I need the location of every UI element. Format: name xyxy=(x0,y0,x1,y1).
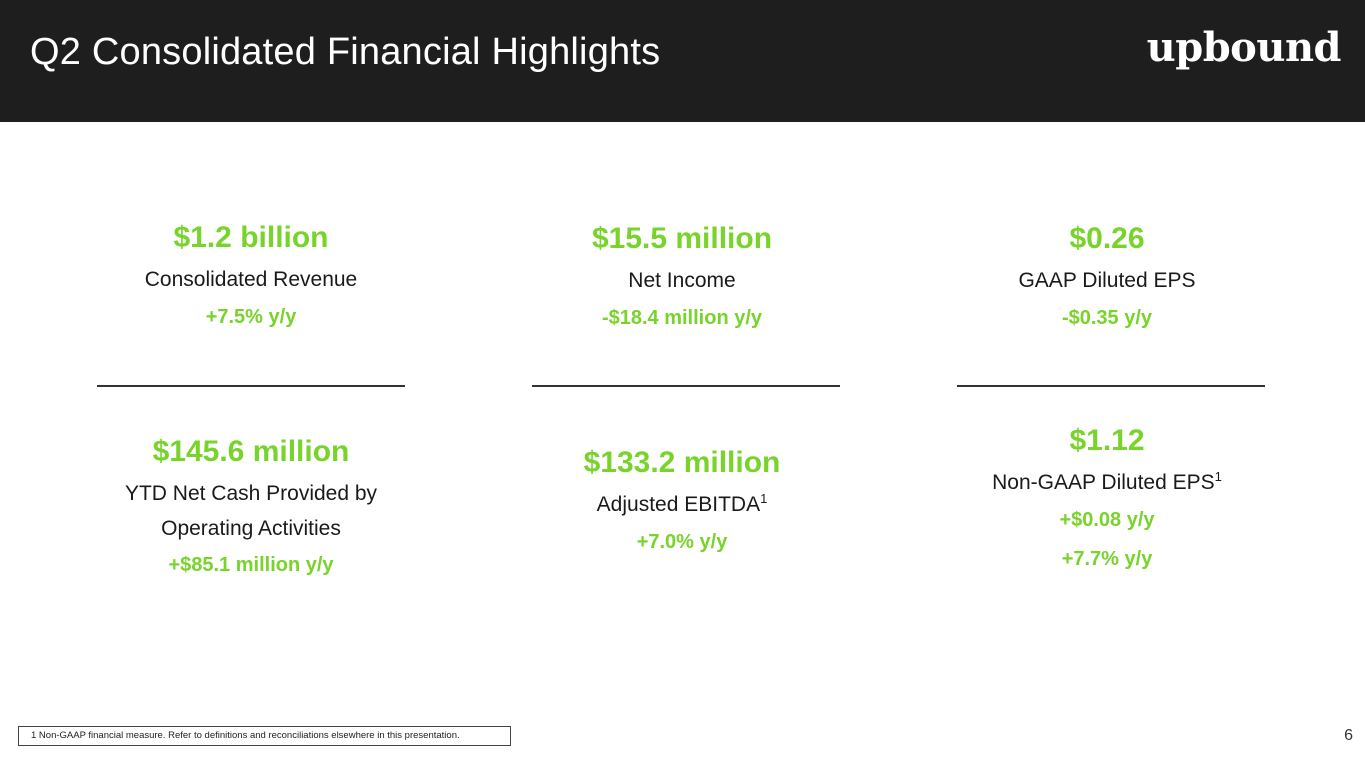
metric-value: $1.2 billion xyxy=(173,221,329,254)
footnote-mark: 1 xyxy=(1214,469,1222,484)
upbound-logo: upbound xyxy=(1146,24,1342,71)
page-title: Q2 Consolidated Financial Highlights xyxy=(30,31,661,73)
divider xyxy=(97,385,405,387)
metric-label-line: YTD Net Cash Provided by xyxy=(124,482,378,505)
footnote-mark: 1 xyxy=(760,491,768,506)
metric-value: $1.12 xyxy=(1069,424,1145,457)
metric-net-income: $15.5 million Net Income -$18.4 million … xyxy=(512,221,852,338)
metric-value: $133.2 million xyxy=(583,446,781,479)
page-number: 6 xyxy=(1344,727,1353,744)
metric-label: YTD Net Cash Provided by Operating Activ… xyxy=(81,476,421,546)
metric-value: $0.26 xyxy=(1069,222,1145,255)
metric-label: Consolidated Revenue xyxy=(144,268,358,291)
footnote: 1 Non-GAAP financial measure. Refer to d… xyxy=(18,726,511,746)
metric-change: -$18.4 million y/y xyxy=(601,307,763,329)
metric-change: +7.0% y/y xyxy=(636,531,728,553)
metric-change: +7.5% y/y xyxy=(205,306,297,328)
metric-label: Net Income xyxy=(628,269,736,292)
metric-change: +7.7% y/y xyxy=(1061,548,1153,570)
metric-gaap-eps: $0.26 GAAP Diluted EPS -$0.35 y/y xyxy=(937,221,1277,338)
metric-label: Non-GAAP Diluted EPS1 xyxy=(937,465,1277,501)
metric-label-line: Operating Activities xyxy=(161,517,341,540)
metric-label: Adjusted EBITDA1 xyxy=(512,487,852,523)
metric-value: $145.6 million xyxy=(152,435,350,468)
metric-adjusted-ebitda: $133.2 million Adjusted EBITDA1 +7.0% y/… xyxy=(512,445,852,562)
metric-change: -$0.35 y/y xyxy=(1061,307,1153,329)
metric-operating-cash: $145.6 million YTD Net Cash Provided by … xyxy=(81,434,421,585)
header-bar: Q2 Consolidated Financial Highlights upb… xyxy=(0,0,1365,122)
metric-revenue: $1.2 billion Consolidated Revenue +7.5% … xyxy=(81,220,421,337)
metric-label-text: Adjusted EBITDA xyxy=(596,493,761,516)
metric-label: GAAP Diluted EPS xyxy=(1018,269,1196,292)
metric-change: +$0.08 y/y xyxy=(1059,509,1155,531)
metric-non-gaap-eps: $1.12 Non-GAAP Diluted EPS1 +$0.08 y/y +… xyxy=(937,423,1277,579)
divider xyxy=(957,385,1265,387)
divider xyxy=(532,385,840,387)
metric-label-text: Non-GAAP Diluted EPS xyxy=(992,471,1215,494)
metric-change: +$85.1 million y/y xyxy=(168,554,334,576)
metric-value: $15.5 million xyxy=(591,222,773,255)
